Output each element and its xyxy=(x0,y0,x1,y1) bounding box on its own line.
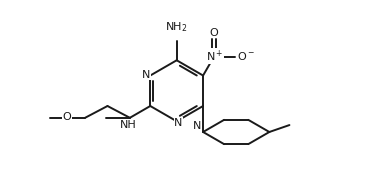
Text: N: N xyxy=(142,70,150,80)
Text: N$^+$: N$^+$ xyxy=(206,48,223,63)
Text: O$^-$: O$^-$ xyxy=(237,50,255,62)
Text: NH: NH xyxy=(120,120,137,130)
Text: N: N xyxy=(193,121,201,131)
Text: O: O xyxy=(63,112,71,122)
Text: N: N xyxy=(174,118,183,128)
Text: NH$_2$: NH$_2$ xyxy=(165,21,188,34)
Text: O: O xyxy=(210,28,218,38)
